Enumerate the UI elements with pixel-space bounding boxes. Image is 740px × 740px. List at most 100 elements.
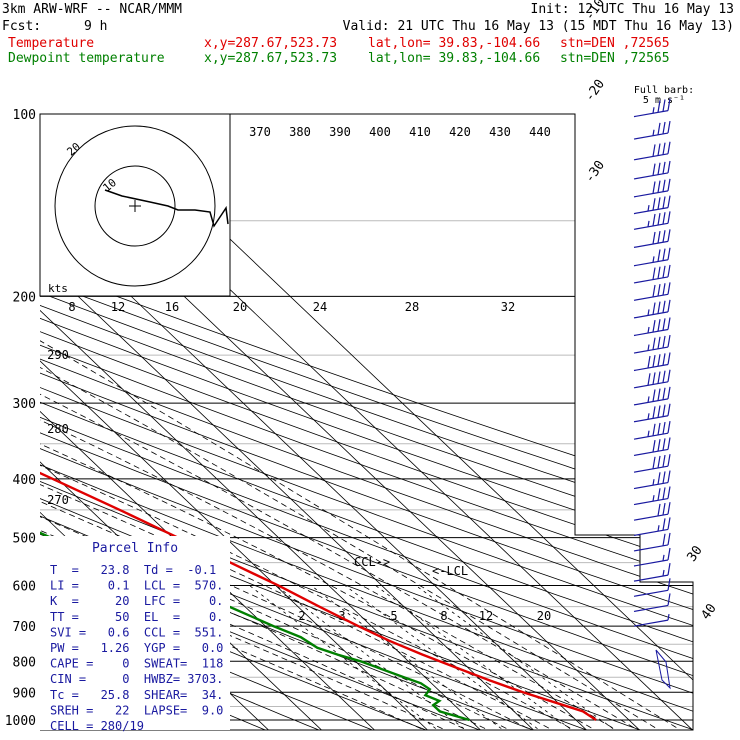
wind-barb-flag (667, 211, 671, 224)
isotherm-line (40, 114, 378, 730)
wind-barb-shaft (633, 604, 669, 613)
wind-barb-shaft (633, 132, 669, 140)
mixing-ratio-label: 12 (479, 609, 493, 623)
valid-time: Valid: 21 UTC Thu 16 May 13 (15 MDT Thu … (342, 19, 734, 34)
wind-barb-flag (667, 563, 671, 576)
wind-barb-shaft (633, 222, 669, 230)
wind-barb-flag (652, 284, 656, 298)
wind-barb-flag (667, 517, 671, 530)
moist-adiabat-line (40, 296, 601, 730)
wind-barb-flag (652, 213, 656, 227)
wind-barb-flag (657, 319, 661, 332)
dry-adiabat-label: 280 (47, 422, 69, 436)
moist-adiabat-line (40, 296, 537, 730)
wind-barb-shaft (633, 619, 669, 627)
wind-barb-flag (667, 352, 671, 365)
wind-barb (633, 502, 671, 521)
wind-barb-shaft (633, 153, 669, 161)
wind-barb-flag (667, 547, 671, 561)
wind-barb (633, 141, 671, 161)
dry-adiabat-line (40, 114, 693, 730)
hodograph-scale-label: 12 (111, 300, 125, 314)
wind-barb (633, 160, 671, 180)
wind-barb-flag (667, 141, 671, 154)
wind-barb-flag (657, 162, 661, 175)
wind-barb-flag (662, 387, 666, 400)
wind-barb-half (657, 525, 660, 532)
hodograph-scale-label: 20 (233, 300, 247, 314)
hodograph-trace (104, 189, 229, 228)
wind-barb-shaft (633, 465, 669, 473)
moist-adiabat-line (40, 296, 686, 730)
wind-barb-flag (657, 336, 661, 349)
parcel-info-row: T = 23.8 Td = -0.1 (50, 563, 216, 577)
wind-barb-flag (652, 320, 656, 333)
wind-barb-flag (667, 454, 671, 467)
wind-barb-flag (662, 99, 666, 112)
wind-barb-flag (662, 533, 666, 546)
wind-barb-flag (667, 486, 671, 499)
wind-barb-flag (667, 264, 671, 278)
pressure-label: 1000 (5, 714, 36, 729)
wind-barb-flag (662, 502, 666, 516)
wind-barb-shaft (633, 589, 669, 597)
wind-barb-shaft (633, 544, 669, 552)
wind-barb (633, 563, 671, 582)
wind-barb-flag (652, 198, 656, 211)
wind-barb-flag (662, 121, 666, 135)
wind-barb (633, 229, 671, 248)
wind-barb-half (652, 129, 655, 136)
wind-barb-flag (657, 213, 661, 226)
wind-barb (633, 98, 671, 118)
theta-label: 380 (289, 125, 311, 139)
wind-barb-half (652, 479, 655, 486)
wind-barb-flag (667, 160, 671, 174)
wind-barb-flag (662, 404, 666, 417)
theta-label: 410 (409, 125, 431, 139)
wind-barb-flag (657, 180, 661, 193)
dry-adiabat-line (40, 114, 693, 730)
moist-adiabat-line (40, 296, 643, 730)
wind-barb-shaft (633, 448, 669, 457)
wind-barb-shaft (633, 240, 669, 248)
temperature-legend-xy: x,y=287.67,523.73 (204, 36, 338, 51)
wind-barb-shaft (633, 363, 669, 372)
wind-barb-flag (657, 284, 661, 297)
parcel-info-row: PW = 1.26 YGP = 0.0 (50, 641, 223, 655)
mixing-ratio-line (415, 585, 620, 730)
wind-barb-flag (667, 470, 671, 483)
pressure-label: 700 (13, 620, 36, 635)
wind-barb-flag (657, 455, 661, 469)
wind-barb-flag (652, 144, 656, 157)
wind-barb-flag (667, 532, 671, 546)
wind-barb-flag (647, 373, 651, 386)
theta-label: 390 (329, 125, 351, 139)
wind-barb (633, 264, 671, 284)
hodograph-scale-label: 8 (68, 300, 75, 314)
wind-barb-flag (657, 488, 661, 501)
wind-barb-flag (662, 196, 666, 209)
wind-barb-flag (662, 142, 666, 155)
wind-barb-flag (667, 178, 671, 191)
temperature-trace (40, 114, 597, 722)
wind-barb (633, 486, 671, 506)
wind-barb-flag (667, 403, 671, 416)
parcel-info-row: SREH = 22 LAPSE= 9.0 (50, 703, 223, 717)
parcel-info-row: Tc = 25.8 SHEAR= 34. (50, 688, 223, 702)
wind-barb-shaft (633, 346, 669, 354)
moist-adiabat-line (40, 296, 474, 730)
surface-wind-barb (655, 649, 671, 690)
wind-barb-flag (657, 422, 661, 436)
hodograph-units: kts (48, 282, 68, 295)
pressure-label: 800 (13, 655, 36, 670)
parcel-info-row: K = 20 LFC = 0. (50, 594, 223, 608)
wind-barb (633, 178, 671, 198)
mixing-ratio-label: 5 (390, 609, 397, 623)
wind-barb-shaft (633, 311, 669, 319)
mixing-ratio-label: 8 (440, 609, 447, 623)
wind-barb-flag (652, 456, 656, 469)
dry-adiabat-line (40, 114, 693, 730)
wind-barb-flag (667, 502, 671, 515)
barb-legend-units: 5 m s⁻¹ (643, 95, 685, 106)
